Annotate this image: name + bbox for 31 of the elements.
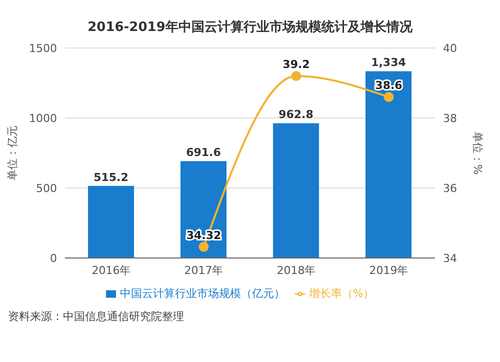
- y-tick-label: 500: [36, 182, 57, 195]
- y-axis-title: 单位：亿元: [6, 126, 19, 180]
- legend-label: 增长率（%）: [308, 287, 374, 300]
- x-tick-label: 2016年: [92, 264, 131, 277]
- x-tick-label: 2017年: [184, 264, 224, 277]
- point: [384, 92, 394, 102]
- y-tick-label: 1000: [29, 112, 57, 125]
- y-tick-label: 1500: [29, 42, 57, 55]
- legend-label: 中国云计算行业市场规模（亿元）: [120, 287, 285, 300]
- text: 资料来源：中国信息通信研究院整理: [7, 309, 185, 324]
- bar: [366, 71, 412, 258]
- y2-tick-label: 36: [443, 182, 457, 195]
- y-tick-label: 0: [50, 252, 57, 265]
- x-tick-label: 2018年: [276, 264, 316, 277]
- chart-title: 2016-2019年中国云计算行业市场规模统计及增长情况: [86, 18, 414, 36]
- bar: [88, 186, 134, 258]
- bar: [180, 161, 226, 258]
- bar: [273, 123, 319, 258]
- data-label: 515.2: [94, 170, 128, 184]
- y2-tick-label: 34: [443, 252, 457, 265]
- data-label: 1,334: [371, 56, 406, 70]
- point: [291, 71, 302, 81]
- point: [198, 242, 209, 252]
- x-tick-label: 2019年: [369, 264, 408, 277]
- data-label: 962.8: [278, 108, 314, 122]
- data-label: 38.6: [375, 79, 403, 92]
- y2-axis-title: 单位：%: [471, 131, 484, 175]
- y2-tick-label: 40: [443, 42, 457, 55]
- data-label: 691.6: [186, 146, 222, 160]
- y2-tick-label: 38: [443, 112, 457, 125]
- data-label: 39.2: [282, 58, 310, 71]
